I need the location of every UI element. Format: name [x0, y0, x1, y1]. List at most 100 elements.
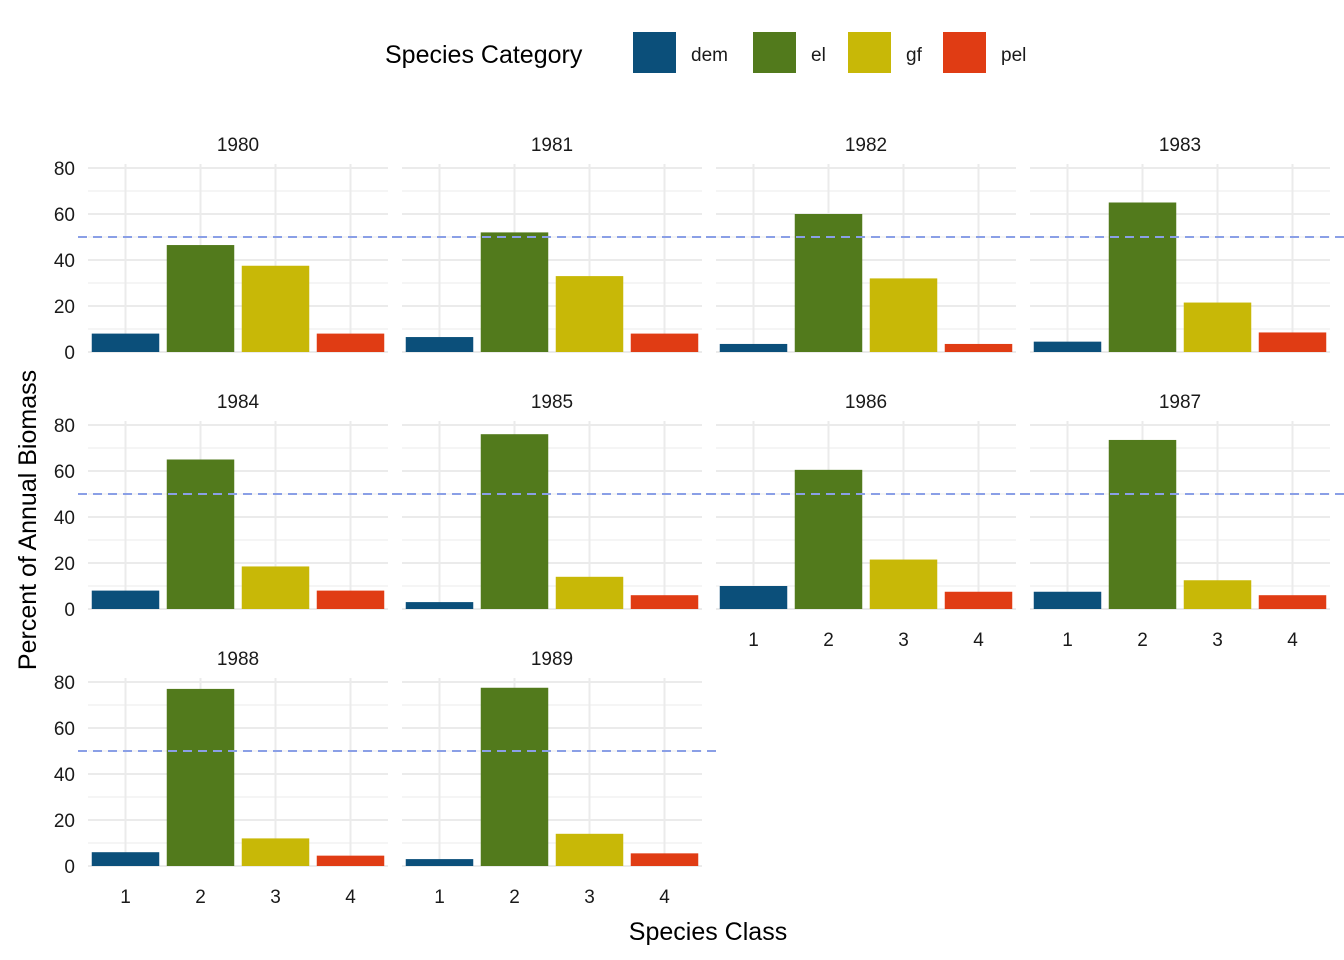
x-tick-label: 3 — [270, 887, 281, 908]
bar-1982-dem — [719, 343, 788, 352]
panel-1987: 1987 1 2 3 4 — [1020, 392, 1344, 651]
bar-1983-pel — [1258, 332, 1327, 352]
x-tick-label: 1 — [120, 887, 131, 908]
x-tick-label: 4 — [973, 630, 984, 651]
bar-1985-dem — [405, 602, 474, 609]
bar-1988-gf — [241, 838, 310, 866]
y-axis-title: Percent of Annual Biomass — [14, 370, 42, 670]
bar-1986-el — [794, 469, 863, 609]
bar-1984-gf — [241, 566, 310, 609]
bar-1980-pel — [316, 333, 385, 352]
bar-1981-gf — [555, 276, 624, 352]
legend-key-dem — [633, 32, 676, 73]
bar-1980-gf — [241, 265, 310, 352]
legend: Species Category dem el gf pel — [385, 32, 1026, 73]
x-tick-label: 1 — [1062, 630, 1073, 651]
strip-label: 1988 — [217, 649, 259, 670]
x-tick-label: 2 — [195, 887, 206, 908]
y-tick-label: 80 — [54, 416, 75, 437]
legend-label-dem: dem — [691, 45, 728, 66]
x-tick-label: 1 — [434, 887, 445, 908]
strip-label: 1983 — [1159, 135, 1201, 156]
bar-1985-el — [480, 434, 549, 609]
bar-1985-pel — [630, 595, 699, 609]
legend-label-pel: pel — [1001, 45, 1026, 66]
bar-1986-pel — [944, 591, 1013, 609]
bar-1989-gf — [555, 833, 624, 866]
bar-1984-el — [166, 459, 235, 609]
y-tick-label: 80 — [54, 673, 75, 694]
bar-1983-dem — [1033, 341, 1102, 352]
y-tick-label: 40 — [54, 765, 75, 786]
bar-1980-dem — [91, 333, 160, 352]
bar-1980-el — [166, 245, 235, 352]
y-tick-label: 60 — [54, 205, 75, 226]
panel-1984: 1984 0 20 40 60 80 — [54, 392, 402, 621]
bar-1981-pel — [630, 333, 699, 352]
bar-1986-gf — [869, 559, 938, 609]
panel-1986: 1986 1 2 3 4 — [706, 392, 1030, 651]
bar-1989-dem — [405, 859, 474, 866]
legend-key-pel — [943, 32, 986, 73]
bar-1984-pel — [316, 590, 385, 609]
bar-1987-dem — [1033, 591, 1102, 609]
y-tick-label: 0 — [64, 857, 75, 878]
panel-1982: 1982 — [706, 135, 1030, 353]
strip-label: 1980 — [217, 135, 259, 156]
bar-1988-dem — [91, 852, 160, 866]
legend-label-gf: gf — [906, 45, 923, 66]
bar-1982-el — [794, 214, 863, 352]
x-tick-label: 3 — [898, 630, 909, 651]
y-tick-label: 60 — [54, 462, 75, 483]
x-tick-label: 4 — [1287, 630, 1298, 651]
bar-1983-el — [1108, 202, 1177, 352]
x-tick-label: 4 — [345, 887, 356, 908]
y-tick-label: 80 — [54, 159, 75, 180]
strip-label: 1981 — [531, 135, 573, 156]
strip-label: 1984 — [217, 392, 260, 413]
bar-1981-dem — [405, 337, 474, 352]
bar-1982-gf — [869, 278, 938, 352]
y-tick-label: 40 — [54, 508, 75, 529]
y-tick-label: 60 — [54, 719, 75, 740]
bar-1988-pel — [316, 855, 385, 866]
x-tick-label: 2 — [509, 887, 520, 908]
legend-label-el: el — [811, 45, 826, 66]
bar-1987-pel — [1258, 595, 1327, 609]
panel-1985: 1985 — [392, 392, 716, 610]
legend-key-el — [753, 32, 796, 73]
strip-label: 1985 — [531, 392, 573, 413]
bar-1986-dem — [719, 586, 788, 609]
y-tick-label: 0 — [64, 343, 75, 364]
y-tick-label: 20 — [54, 554, 75, 575]
bar-1987-el — [1108, 439, 1177, 609]
y-tick-label: 20 — [54, 811, 75, 832]
bar-1983-gf — [1183, 302, 1252, 352]
strip-label: 1986 — [845, 392, 887, 413]
strip-label: 1982 — [845, 135, 887, 156]
strip-label: 1987 — [1159, 392, 1201, 413]
bar-1982-pel — [944, 343, 1013, 352]
panel-1981: 1981 — [392, 135, 716, 353]
bar-1988-el — [166, 688, 235, 866]
bar-1987-gf — [1183, 580, 1252, 609]
bar-1989-el — [480, 687, 549, 866]
x-tick-label: 2 — [823, 630, 834, 651]
y-tick-label: 40 — [54, 251, 75, 272]
x-axis-title: Species Class — [629, 918, 787, 946]
x-tick-label: 3 — [1212, 630, 1223, 651]
legend-key-gf — [848, 32, 891, 73]
panel-1980: 1980 0 20 40 60 80 — [54, 135, 402, 364]
x-tick-label: 3 — [584, 887, 595, 908]
panel-1983: 1983 — [1020, 135, 1344, 353]
legend-title: Species Category — [385, 41, 583, 69]
panel-1988: 1988 0 20 40 60 80 1 2 3 4 — [54, 649, 402, 908]
strip-label: 1989 — [531, 649, 573, 670]
panel-1989: 1989 1 2 3 4 — [392, 649, 716, 908]
x-tick-label: 2 — [1137, 630, 1148, 651]
y-tick-label: 20 — [54, 297, 75, 318]
y-tick-label: 0 — [64, 600, 75, 621]
